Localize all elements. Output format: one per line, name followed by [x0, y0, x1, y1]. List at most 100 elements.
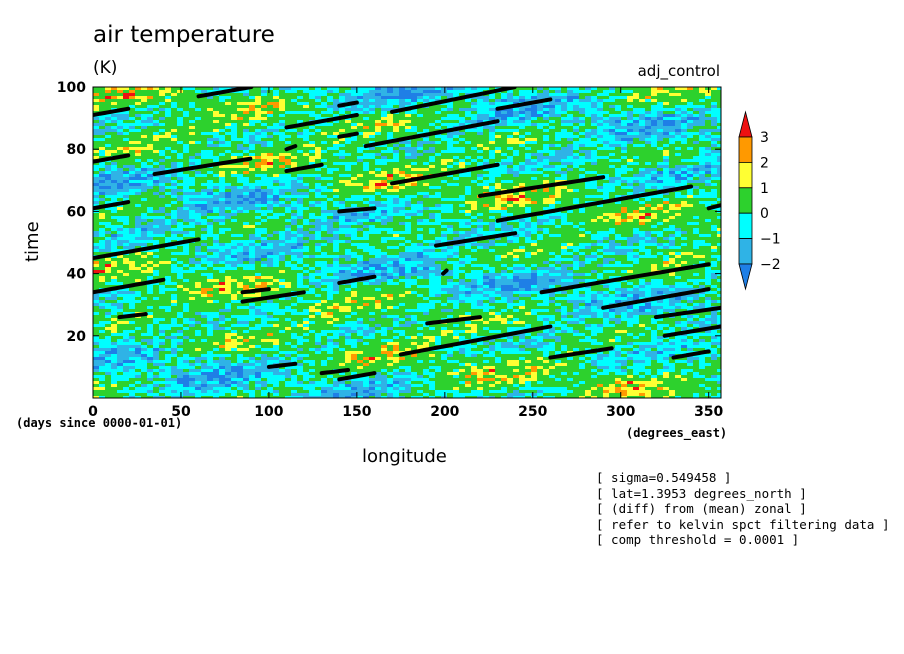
heat-cell — [159, 174, 166, 178]
heat-cell — [195, 171, 202, 175]
heat-cell — [93, 153, 100, 157]
heat-cell — [99, 225, 106, 229]
heat-cell — [273, 165, 280, 169]
heat-cell — [657, 210, 664, 214]
heat-cell — [555, 132, 562, 136]
heat-cell — [147, 105, 154, 109]
heat-cell — [651, 204, 658, 208]
heat-cell — [123, 183, 130, 187]
heat-cell — [243, 147, 250, 151]
heat-cell — [537, 123, 544, 127]
heat-cell — [543, 222, 550, 226]
heat-cell — [579, 216, 586, 220]
heat-cell — [279, 174, 286, 178]
heat-cell — [171, 135, 178, 139]
heat-cell — [489, 195, 496, 199]
heat-cell — [381, 120, 388, 124]
heat-cell — [603, 102, 610, 106]
heat-cell — [453, 186, 460, 190]
heat-cell — [135, 180, 142, 184]
heat-cell — [345, 159, 352, 163]
heat-cell — [153, 159, 160, 163]
heat-cell — [699, 153, 706, 157]
heat-cell — [303, 213, 310, 217]
heat-cell — [393, 165, 400, 169]
heat-cell — [459, 192, 466, 196]
heat-cell — [441, 132, 448, 136]
heat-cell — [573, 222, 580, 226]
heat-cell — [603, 174, 610, 178]
heat-cell — [189, 126, 196, 130]
heat-cell — [687, 192, 694, 196]
heat-cell — [435, 219, 442, 223]
heat-cell — [441, 141, 448, 145]
heat-cell — [165, 219, 172, 223]
heat-cell — [297, 144, 304, 148]
heat-cell — [249, 228, 256, 232]
heat-cell — [489, 99, 496, 103]
heat-cell — [327, 174, 334, 178]
heat-cell — [603, 129, 610, 133]
heat-cell — [333, 183, 340, 187]
heat-cell — [219, 168, 226, 172]
heat-cell — [237, 204, 244, 208]
heat-cell — [315, 90, 322, 94]
heat-cell — [321, 138, 328, 142]
heat-cell — [633, 219, 640, 223]
heat-cell — [387, 186, 394, 190]
heat-cell — [153, 222, 160, 226]
heat-cell — [663, 120, 670, 124]
heat-cell — [171, 114, 178, 118]
heat-cell — [387, 90, 394, 94]
heat-cell — [375, 225, 382, 229]
heat-cell — [153, 99, 160, 103]
heat-cell — [417, 219, 424, 223]
heat-cell — [255, 228, 262, 232]
heat-cell — [351, 153, 358, 157]
heat-cell — [435, 141, 442, 145]
heat-cell — [441, 123, 448, 127]
heat-cell — [687, 147, 694, 151]
heat-cell — [177, 141, 184, 145]
heat-cell — [495, 114, 502, 118]
heat-cell — [483, 162, 490, 166]
heat-cell — [207, 114, 214, 118]
heat-cell — [129, 153, 136, 157]
heat-cell — [351, 174, 358, 178]
heat-cell — [465, 180, 472, 184]
heat-cell — [615, 213, 622, 217]
heat-cell — [687, 126, 694, 130]
heat-cell — [153, 195, 160, 199]
heat-cell — [687, 108, 694, 112]
heat-cell — [555, 225, 562, 229]
heat-cell — [381, 99, 388, 103]
heat-cell — [483, 207, 490, 211]
heat-cell — [291, 219, 298, 223]
heat-cell — [177, 138, 184, 142]
heat-cell — [177, 192, 184, 196]
heat-cell — [387, 171, 394, 175]
heat-cell — [93, 186, 100, 190]
heat-cell — [465, 186, 472, 190]
heat-cell — [489, 117, 496, 121]
heat-cell — [537, 117, 544, 121]
heat-cell — [231, 171, 238, 175]
heat-cell — [291, 183, 298, 187]
heat-cell — [171, 120, 178, 124]
heat-cell — [249, 189, 256, 193]
heat-cell — [621, 132, 628, 136]
heat-cell — [183, 198, 190, 202]
heat-cell — [339, 183, 346, 187]
heat-cell — [351, 147, 358, 151]
heat-cell — [267, 201, 274, 205]
heat-cell — [633, 183, 640, 187]
heat-cell — [459, 135, 466, 139]
heat-cell — [471, 162, 478, 166]
heat-cell — [501, 207, 508, 211]
heat-cell — [129, 156, 136, 160]
heat-cell — [573, 120, 580, 124]
heat-cell — [435, 117, 442, 121]
heat-cell — [279, 195, 286, 199]
heat-cell — [555, 87, 562, 91]
heat-cell — [657, 105, 664, 109]
